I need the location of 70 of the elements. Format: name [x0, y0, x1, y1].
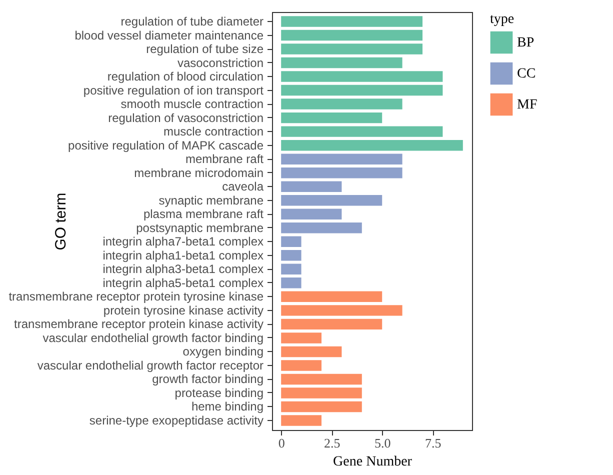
bar	[281, 154, 402, 164]
y-tick-label: caveola	[222, 180, 264, 194]
y-tick-label: vasoconstriction	[177, 56, 264, 70]
y-tick-label: integrin alpha3-beta1 complex	[102, 262, 264, 276]
y-tick-label: plasma membrane raft	[143, 207, 264, 222]
legend-title: type	[490, 12, 514, 27]
bar	[281, 98, 402, 110]
x-tick-label: 0	[278, 436, 285, 450]
bar	[281, 30, 423, 41]
y-tick-label: oxygen binding	[182, 344, 264, 359]
bar	[281, 140, 463, 151]
y-tick-label: regulation of blood circulation	[107, 70, 264, 84]
bar	[281, 388, 362, 398]
bar	[281, 44, 423, 54]
y-tick-label: postsynaptic membrane	[136, 220, 264, 235]
x-tick-label: 2.5	[324, 436, 340, 450]
bar	[281, 84, 443, 96]
y-tick-label: integrin alpha5-beta1 complex	[102, 276, 264, 290]
bar	[281, 167, 402, 178]
legend-label: CC	[517, 66, 536, 82]
y-tick-label: membrane raft	[185, 152, 264, 166]
y-tick-label: regulation of tube size	[146, 42, 264, 56]
y-tick-label: integrin alpha7-beta1 complex	[102, 234, 264, 249]
bar	[281, 415, 322, 426]
y-tick-label: integrin alpha1-beta1 complex	[102, 248, 264, 262]
y-tick-label: vascular endothelial growth factor binding	[42, 330, 264, 345]
bar	[281, 360, 322, 371]
bar	[281, 346, 342, 358]
y-tick-label: regulation of tube diameter	[120, 14, 264, 28]
bar	[281, 318, 382, 330]
bar	[281, 401, 362, 412]
y-tick-label: synaptic membrane	[158, 193, 264, 208]
bar	[281, 291, 382, 302]
bar	[281, 71, 443, 82]
y-tick-label: smooth muscle contraction	[120, 97, 264, 112]
y-tick-label: positive regulation of MAPK cascade	[68, 138, 264, 152]
legend-label: MF	[517, 98, 538, 112]
bar	[281, 278, 302, 288]
bar	[281, 305, 402, 316]
bar	[281, 264, 302, 275]
y-tick-label: muscle contraction	[163, 124, 264, 139]
bar	[281, 112, 382, 124]
bar	[281, 194, 382, 206]
legend-label: BP	[517, 36, 534, 50]
y-tick-label: regulation of vasoconstriction	[108, 110, 264, 125]
y-tick-label: positive regulation of ion transport	[83, 83, 264, 98]
bar	[281, 126, 443, 137]
bar	[281, 16, 423, 27]
y-tick-label: protease binding	[174, 386, 264, 400]
y-tick-label: growth factor binding	[152, 372, 264, 386]
y-tick-label: membrane microdomain	[134, 166, 264, 180]
y-axis-title: GO term	[52, 192, 70, 250]
bar	[281, 222, 362, 234]
bar	[281, 374, 362, 385]
bar	[281, 181, 342, 192]
x-tick-label: 5.0	[374, 436, 391, 450]
y-tick-label: protein tyrosine kinase activity	[103, 303, 264, 318]
bar	[281, 57, 402, 68]
bar	[281, 236, 302, 248]
y-tick-label: vascular endothelial growth factor receptor	[37, 358, 264, 372]
bar	[281, 332, 322, 344]
bar	[281, 250, 302, 261]
x-tick-label: 7.5	[424, 436, 442, 450]
y-tick-label: blood vessel diameter maintenance	[74, 28, 264, 42]
y-tick-label: heme binding	[191, 400, 264, 414]
y-tick-label: transmembrane receptor protein tyrosine kinase	[8, 290, 264, 304]
bar	[281, 208, 342, 220]
y-tick-label: serine-type exopeptidase activity	[89, 414, 264, 428]
y-tick-label: transmembrane receptor protein kinase activity	[14, 317, 264, 332]
x-axis-title: Gene Number	[333, 454, 412, 470]
